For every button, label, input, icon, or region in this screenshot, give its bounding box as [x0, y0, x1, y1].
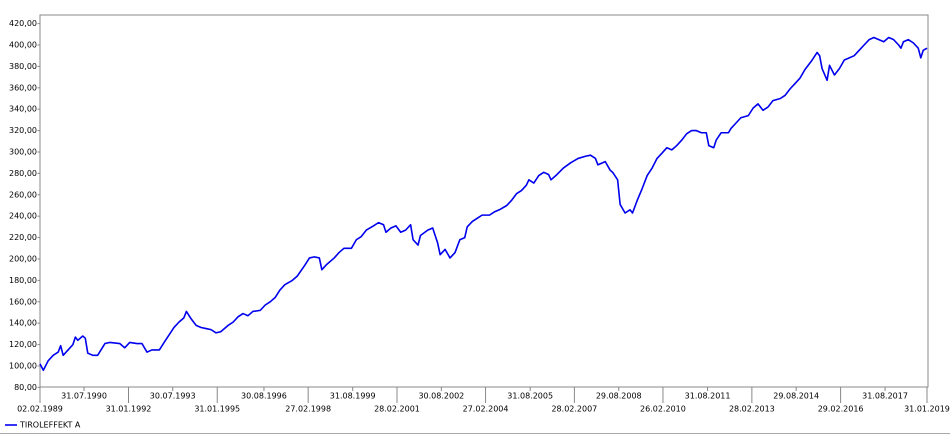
x-tick-label: 29.08.2014: [773, 392, 819, 401]
y-tick-label: 240,00: [9, 212, 37, 221]
x-tick-label: 30.08.1996: [241, 392, 287, 401]
x-tick-label: 29.08.2008: [596, 392, 642, 401]
y-tick-label: 120,00: [9, 340, 37, 349]
y-tick-label: 380,00: [9, 62, 37, 71]
x-tick-label: 31.07.1990: [61, 392, 107, 401]
y-tick-label: 260,00: [9, 190, 37, 199]
y-tick-label: 360,00: [9, 83, 37, 92]
x-tick-label: 28.02.2013: [729, 405, 775, 414]
x-tick-label: 31.01.2019: [904, 405, 950, 414]
x-tick-label: 31.08.2005: [507, 392, 553, 401]
x-tick-label: 31.01.1995: [194, 405, 240, 414]
x-tick-label: 27.02.1998: [285, 405, 331, 414]
y-tick-label: 80,00: [14, 383, 37, 392]
x-tick-label: 02.02.1989: [17, 405, 63, 414]
y-tick-label: 180,00: [9, 276, 37, 285]
y-tick-label: 140,00: [9, 319, 37, 328]
y-tick-label: 340,00: [9, 105, 37, 114]
x-tick-label: 31.08.1999: [330, 392, 376, 401]
x-tick-label: 27.02.2004: [463, 405, 509, 414]
y-tick-label: 420,00: [9, 19, 37, 28]
x-tick-label: 29.02.2016: [818, 405, 864, 414]
x-tick-label: 28.02.2001: [374, 405, 420, 414]
y-tick-label: 100,00: [9, 362, 37, 371]
legend-label: TIROLEFFEKT A: [19, 421, 81, 430]
x-tick-label: 28.02.2007: [551, 405, 597, 414]
x-tick-label: 26.02.2010: [640, 405, 686, 414]
x-tick-label: 31.08.2011: [685, 392, 731, 401]
y-tick-label: 300,00: [9, 148, 37, 157]
x-tick-label: 30.08.2002: [418, 392, 464, 401]
y-tick-label: 160,00: [9, 297, 37, 306]
y-tick-label: 220,00: [9, 233, 37, 242]
y-tick-label: 280,00: [9, 169, 37, 178]
y-tick-label: 200,00: [9, 255, 37, 264]
x-tick-label: 31.08.2017: [862, 392, 908, 401]
x-tick-label: 31.01.1992: [106, 405, 152, 414]
plot-frame: [39, 14, 929, 388]
y-tick-label: 400,00: [9, 41, 37, 50]
x-tick-label: 30.07.1993: [150, 392, 196, 401]
line-series: [39, 36, 928, 372]
y-tick-label: 320,00: [9, 126, 37, 135]
